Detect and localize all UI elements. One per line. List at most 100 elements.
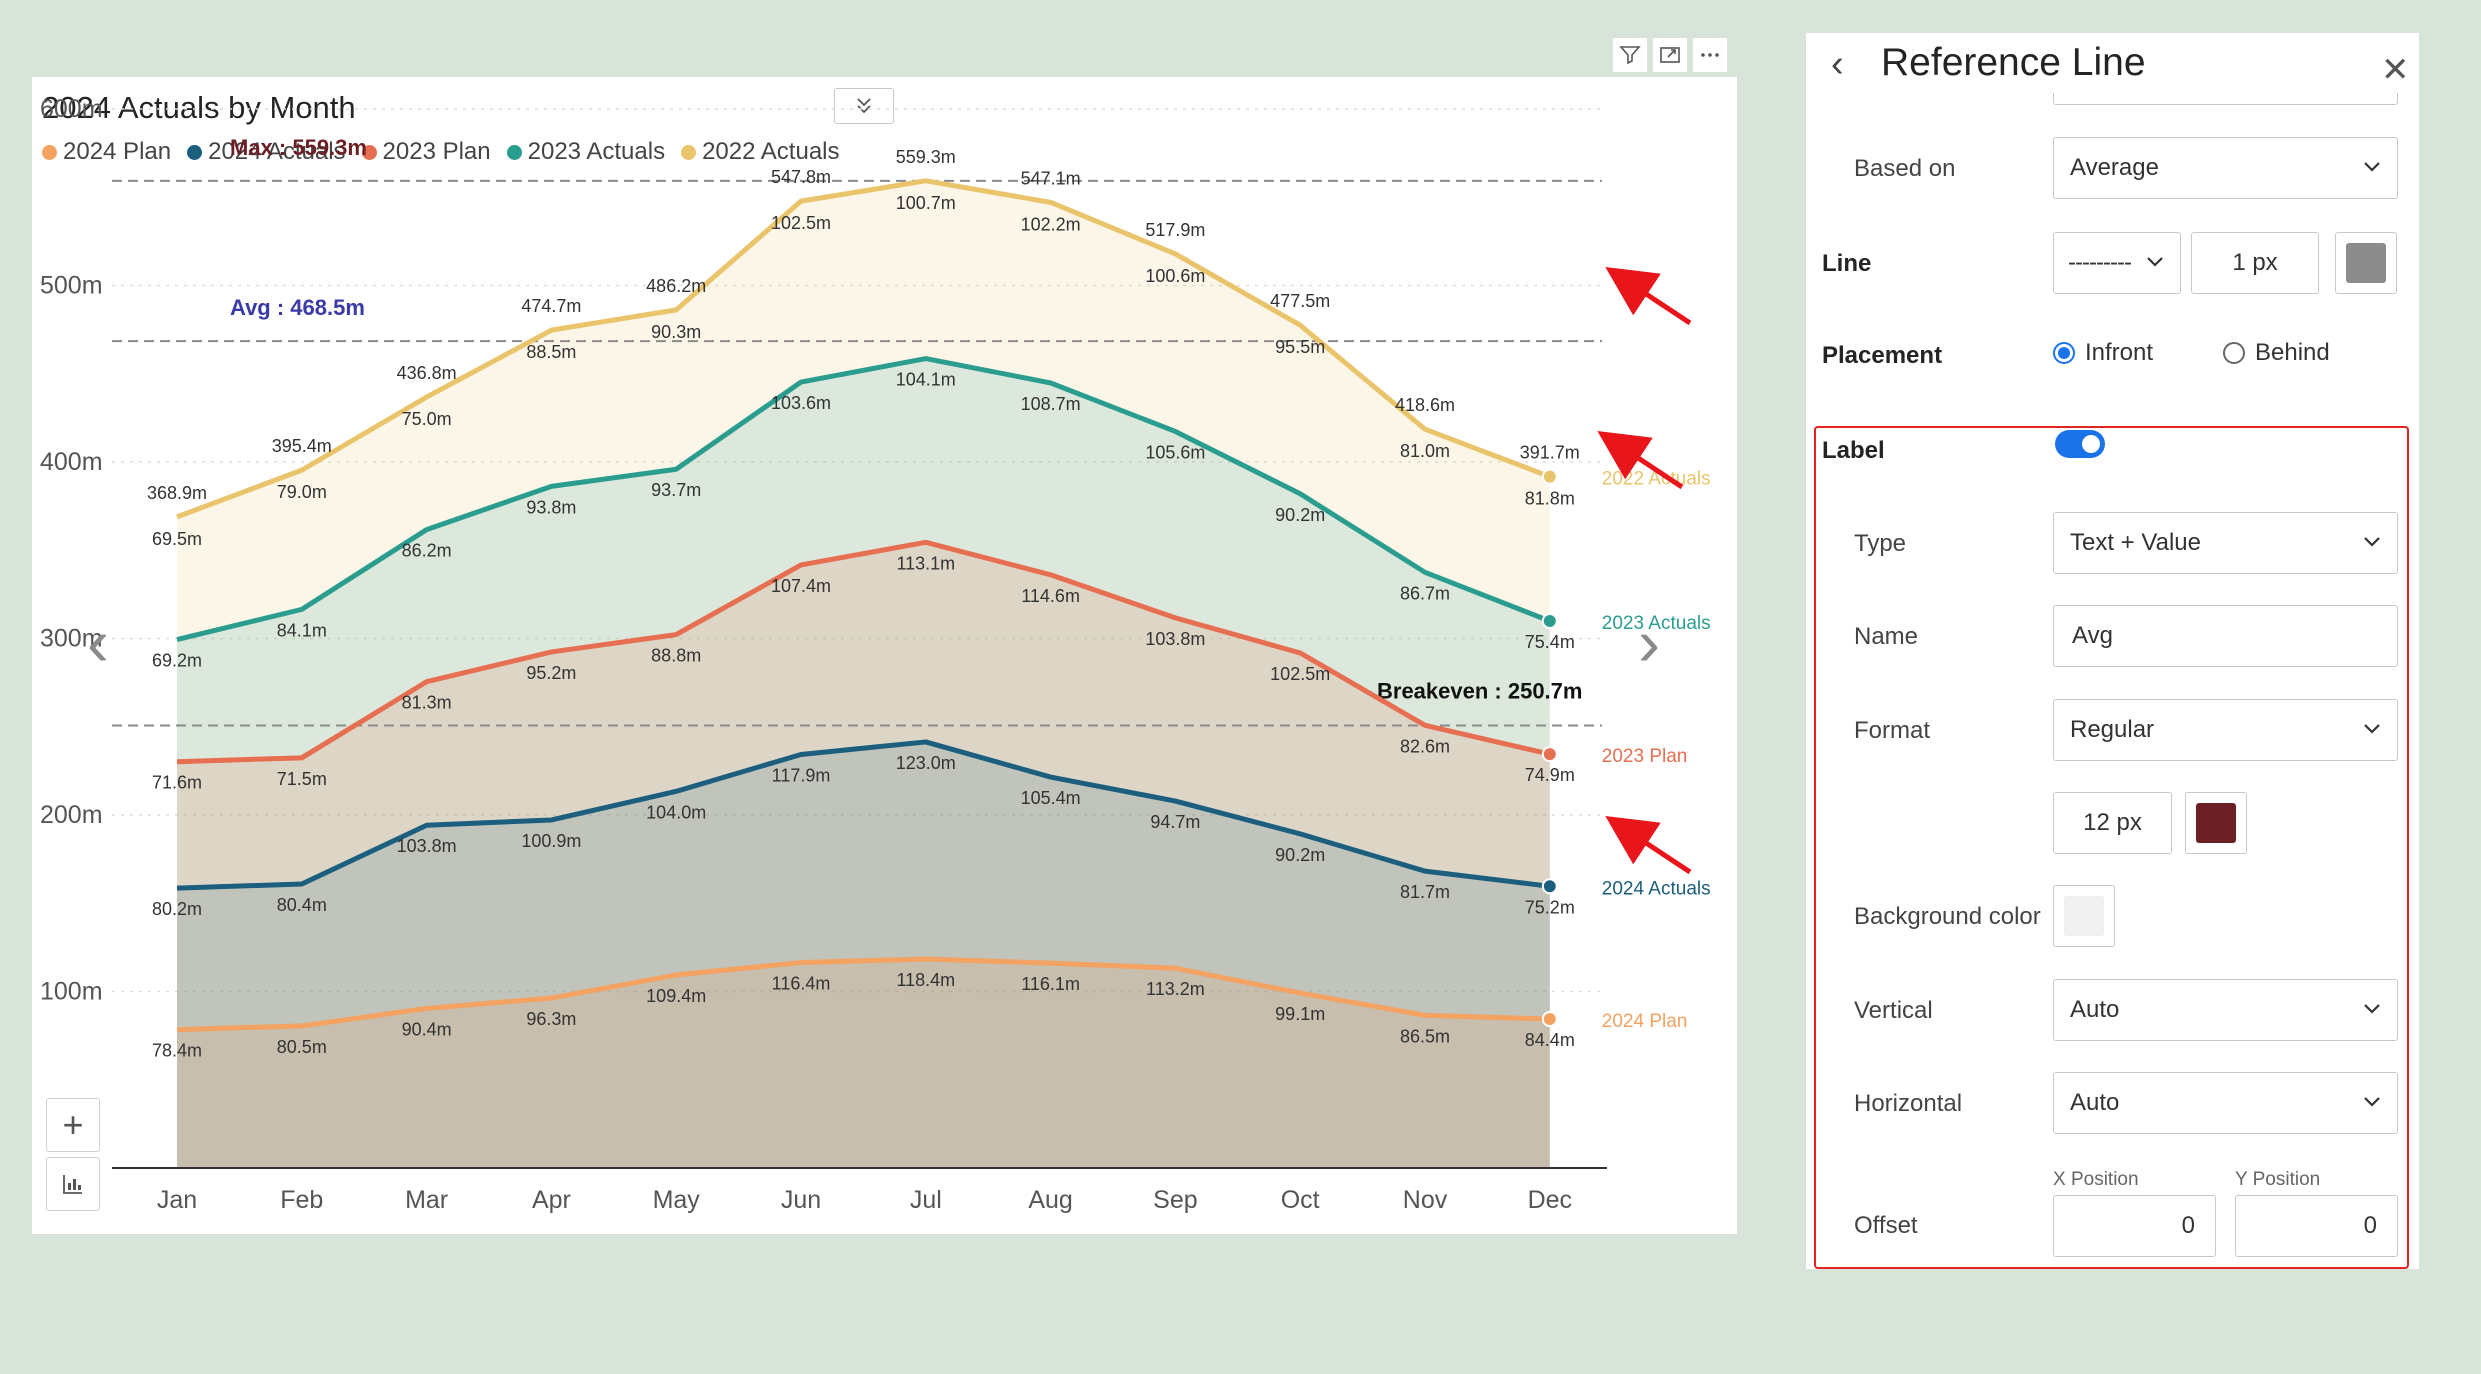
x-tick-label: Sep (1153, 1186, 1197, 1214)
line-label: Line (1822, 250, 1872, 277)
data-label: 116.1m (1021, 974, 1080, 994)
offset-x-input[interactable]: 0 (2053, 1195, 2216, 1257)
legend-label: 2024 Plan (63, 138, 172, 165)
data-label: 117.9m (772, 765, 831, 785)
format-label: Format (1854, 717, 1931, 744)
data-label: 123.0m (896, 753, 956, 773)
vertical-label: Vertical (1854, 997, 1933, 1024)
series-area (177, 741, 1550, 1168)
data-label-total: 474.7m (521, 296, 581, 316)
x-tick-label: Apr (532, 1186, 571, 1214)
series-end-dot (1541, 613, 1558, 630)
data-label-total: 547.8m (771, 167, 831, 187)
data-label: 79.0m (277, 482, 327, 502)
label-section-label: Label (1822, 437, 1885, 464)
series-end-dot (1541, 746, 1558, 763)
background-color-picker[interactable] (2053, 885, 2115, 947)
data-label: 90.2m (1275, 845, 1325, 865)
x-tick-label: Oct (1281, 1186, 1320, 1214)
line-style-value: --------- (2068, 249, 2132, 276)
series-area (177, 959, 1550, 1168)
focus-mode-icon[interactable] (1653, 38, 1687, 72)
series-end-dot (1541, 878, 1558, 895)
data-label: 103.6m (771, 393, 831, 413)
series-line (176, 539, 1551, 765)
data-label: 86.5m (1400, 1026, 1450, 1046)
arrow-avg-line (1597, 430, 1684, 490)
y-tick-label: 300m (40, 625, 103, 653)
radio-selected-icon (2053, 342, 2075, 364)
data-label: 94.7m (1150, 812, 1200, 832)
data-label: 95.2m (526, 663, 576, 683)
data-label: 75.4m (1525, 632, 1575, 652)
background-color-label: Background color (1854, 903, 2041, 930)
series-line (176, 956, 1550, 1033)
data-label: 74.9m (1525, 765, 1575, 785)
line-color-picker[interactable] (2335, 232, 2397, 294)
chart-options-icon[interactable] (46, 1157, 100, 1211)
previous-arrow-icon[interactable]: ‹ (87, 605, 109, 679)
font-color-picker[interactable] (2185, 792, 2247, 854)
data-label-total: 368.9m (147, 483, 207, 503)
data-label: 75.2m (1525, 897, 1575, 917)
line-width-input[interactable]: 1 px (2191, 232, 2319, 294)
legend-item[interactable]: 2023 Actuals (506, 138, 665, 166)
data-label: 100.7m (896, 193, 956, 213)
line-style-dropdown[interactable]: --------- (2053, 232, 2181, 294)
data-label-total: 486.2m (646, 276, 706, 296)
x-tick-label: Jul (910, 1186, 942, 1214)
drill-down-button[interactable] (834, 88, 894, 124)
chevron-down-icon (2364, 1004, 2380, 1014)
format-value: Regular (2070, 716, 2155, 743)
format-dropdown[interactable]: Regular (2053, 699, 2398, 761)
reference-label-avg: Avg : 468.5m (230, 295, 365, 320)
close-icon[interactable]: ✕ (2381, 51, 2410, 89)
placement-infront-label: Infront (2085, 339, 2154, 366)
series-end-label: 2023 Actuals (1602, 613, 1711, 634)
legend-item[interactable]: 2024 Plan (42, 138, 171, 166)
legend-marker (681, 144, 697, 160)
data-label: 86.2m (402, 541, 452, 561)
vertical-dropdown[interactable]: Auto (2053, 979, 2398, 1041)
back-chevron-icon[interactable]: ‹ (1831, 43, 1844, 85)
y-tick-label: 200m (40, 801, 103, 829)
data-label: 104.1m (896, 370, 956, 390)
type-dropdown[interactable]: Text + Value (2053, 512, 2398, 574)
chart-legend: 2024 Plan 2024 Actuals 2023 Plan 2023 Actua… (42, 138, 840, 166)
based-on-dropdown[interactable]: Average (2053, 137, 2398, 199)
data-label-total: 391.7m (1520, 443, 1580, 463)
chart-visual: 2024 Actuals by Month 2024 Plan 2024 Actu… (32, 77, 1737, 1234)
data-label: 96.3m (526, 1009, 576, 1029)
data-label-total: 418.6m (1395, 395, 1455, 415)
x-tick-label: Aug (1028, 1186, 1072, 1214)
y-tick-label: 600m (40, 95, 103, 123)
name-input[interactable]: Avg (2053, 605, 2398, 667)
data-label: 86.7m (1400, 583, 1450, 603)
placement-infront-radio[interactable]: Infront (2053, 339, 2153, 367)
data-label: 90.2m (1275, 505, 1325, 525)
data-label: 118.4m (896, 970, 955, 990)
x-tick-label: Nov (1403, 1186, 1448, 1214)
legend-item[interactable]: 2023 Plan (361, 138, 491, 166)
series-area (177, 358, 1550, 1168)
zoom-in-button[interactable]: + (46, 1098, 100, 1152)
label-toggle[interactable] (2055, 430, 2105, 458)
series-line (176, 356, 1551, 642)
horizontal-dropdown[interactable]: Auto (2053, 1072, 2398, 1134)
font-size-input[interactable]: 12 px (2053, 792, 2172, 854)
type-label: Type (1854, 530, 1907, 557)
filter-icon[interactable] (1613, 38, 1647, 72)
placement-behind-radio[interactable]: Behind (2223, 339, 2330, 367)
more-options-icon[interactable] (1693, 38, 1727, 72)
data-label: 105.4m (1021, 788, 1081, 808)
data-label-total: 559.3m (896, 147, 956, 167)
legend-label: 2024 Actuals (208, 138, 346, 165)
legend-item[interactable]: 2022 Actuals (681, 138, 840, 166)
next-arrow-icon[interactable]: › (1638, 605, 1660, 679)
legend-item[interactable]: 2024 Actuals (187, 138, 346, 166)
data-label-total: 547.1m (1021, 168, 1081, 188)
offset-y-input[interactable]: 0 (2235, 1195, 2398, 1257)
x-tick-label: Jan (157, 1186, 197, 1214)
data-label: 90.4m (402, 1019, 452, 1039)
based-on-label: Based on (1854, 155, 1956, 182)
